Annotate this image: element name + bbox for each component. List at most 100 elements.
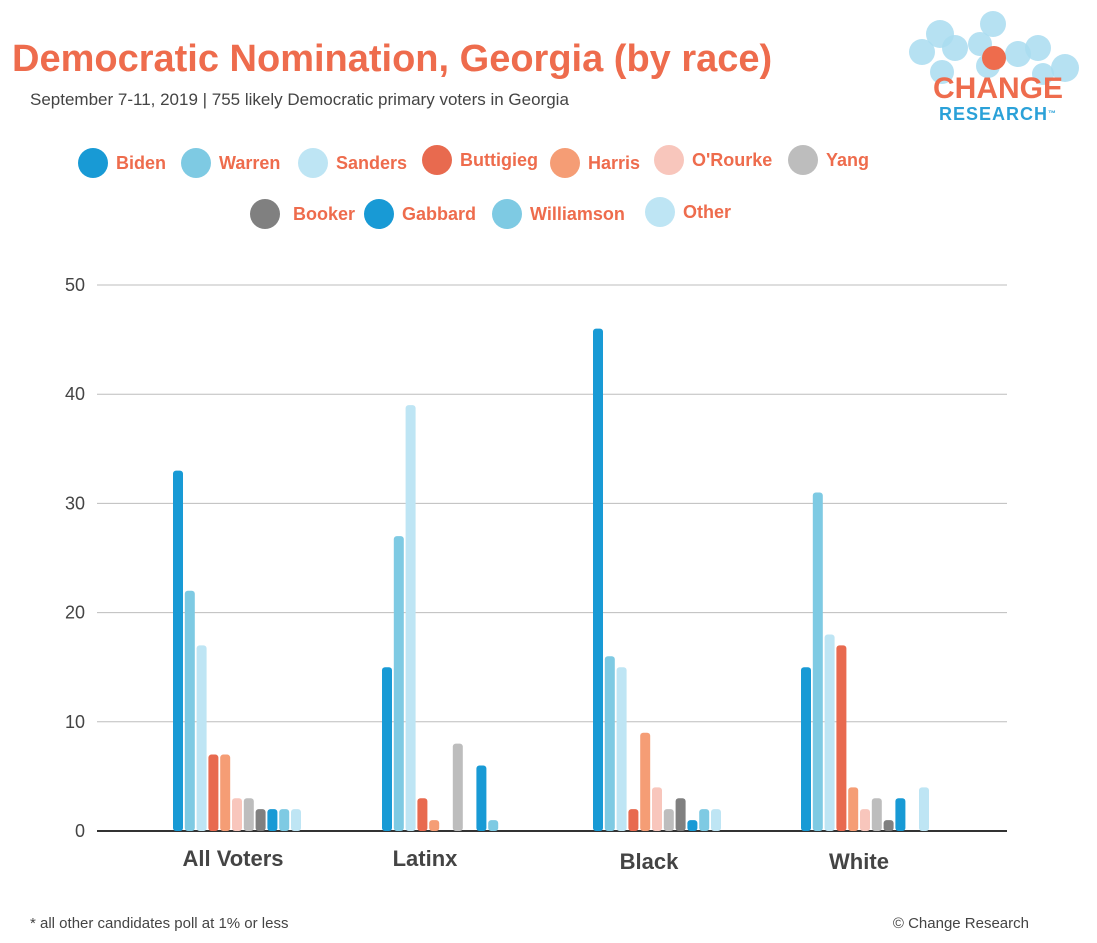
bar [173, 470, 183, 831]
bar [919, 787, 929, 831]
change-research-logo-text: CHANGE RESEARCH™ [928, 72, 1068, 125]
bar [196, 645, 207, 831]
bar [488, 820, 499, 831]
legend-swatch [654, 145, 684, 175]
legend-item-buttigieg: Buttigieg [422, 145, 538, 175]
change-research-logo-bubbles [909, 11, 1079, 85]
legend-label: Gabbard [402, 203, 477, 224]
legend-swatch [492, 199, 522, 229]
legend-item-williamson: Williamson [492, 199, 625, 229]
legend-item-gabbard: Gabbard [364, 199, 476, 229]
legend-item-harris: Harris [550, 148, 640, 178]
legend-item-other: Other [645, 197, 731, 227]
legend-label: Yang [826, 149, 870, 170]
bar [711, 809, 721, 831]
logo-bubble [1025, 35, 1051, 61]
logo-bubble [1051, 54, 1079, 82]
bar [243, 798, 254, 831]
logo-line-change: CHANGE [932, 72, 1063, 105]
x-category-label: Black [620, 849, 679, 874]
bar [871, 798, 882, 831]
bar [405, 405, 416, 831]
bar [801, 667, 811, 831]
legend-item-sanders: Sanders [298, 148, 407, 178]
legend-item-booker: Booker [250, 199, 355, 229]
legend-item-yang: Yang [788, 145, 869, 175]
legend-swatch [250, 199, 280, 229]
legend-label: Sanders [336, 152, 408, 173]
bar [232, 798, 242, 831]
chart-subtitle: September 7-11, 2019 | 755 likely Democr… [30, 90, 569, 109]
bar [883, 820, 894, 831]
bar [824, 634, 835, 831]
legend-label: O'Rourke [692, 149, 773, 170]
y-tick-label: 40 [65, 384, 85, 404]
legend-swatch [788, 145, 818, 175]
logo-bubble [909, 39, 935, 65]
bar [628, 809, 639, 831]
legend-swatch [364, 199, 394, 229]
bar [267, 809, 278, 831]
logo-bubble-group [909, 11, 1079, 85]
legend-label: Other [683, 201, 732, 222]
legend-swatch [422, 145, 452, 175]
logo-bubble [980, 11, 1006, 37]
logo-bubble [1032, 63, 1054, 85]
bar [675, 798, 686, 831]
x-category-label: Latinx [393, 846, 459, 871]
y-tick-label: 10 [65, 712, 85, 732]
y-tick-label: 50 [65, 275, 85, 295]
bar [652, 787, 662, 831]
logo-accent-dot [982, 46, 1006, 70]
bar [687, 820, 698, 831]
legend-swatch [298, 148, 328, 178]
bar [895, 798, 906, 831]
legend-label: Biden [116, 152, 167, 173]
bar [848, 787, 859, 831]
copyright: © Change Research [892, 915, 1029, 932]
legend-item-orourke: O'Rourke [654, 145, 772, 175]
legend-label: Buttigieg [460, 149, 538, 170]
legend-label: Warren [219, 152, 281, 173]
logo-bubble [1005, 41, 1031, 67]
bar [836, 645, 847, 831]
legend-swatch [181, 148, 211, 178]
bar [604, 656, 615, 831]
bar [699, 809, 710, 831]
logo-line-research: RESEARCH [938, 104, 1048, 124]
bar [663, 809, 674, 831]
logo-trademark: ™ [1048, 109, 1057, 118]
footnote: * all other candidates poll at 1% or les… [30, 915, 289, 932]
logo-bubble [942, 35, 968, 61]
bar [255, 809, 266, 831]
bar [593, 328, 603, 831]
legend-label: Harris [588, 152, 641, 173]
y-tick-label: 0 [75, 821, 85, 841]
bar [860, 809, 870, 831]
bar [382, 667, 392, 831]
bar [452, 743, 463, 831]
bar [291, 809, 301, 831]
bar [429, 820, 440, 831]
x-category-label: All Voters [182, 846, 283, 871]
legend-swatch [550, 148, 580, 178]
bar [279, 809, 290, 831]
bar [393, 536, 404, 831]
y-tick-label: 20 [65, 603, 85, 623]
bar [208, 754, 219, 831]
legend-label: Booker [293, 203, 356, 224]
legend-label: Williamson [530, 203, 625, 224]
legend-item-warren: Warren [181, 148, 280, 178]
chart-title: Democratic Nomination, Georgia (by race) [12, 38, 773, 80]
legend-swatch [78, 148, 108, 178]
logo-bubble [930, 60, 954, 84]
y-tick-label: 30 [65, 493, 85, 513]
bar [640, 732, 651, 831]
bar [476, 765, 487, 831]
bar [417, 798, 428, 831]
bar [812, 492, 823, 831]
bar [220, 754, 231, 831]
legend-swatch [645, 197, 675, 227]
x-category-label: White [829, 849, 889, 874]
